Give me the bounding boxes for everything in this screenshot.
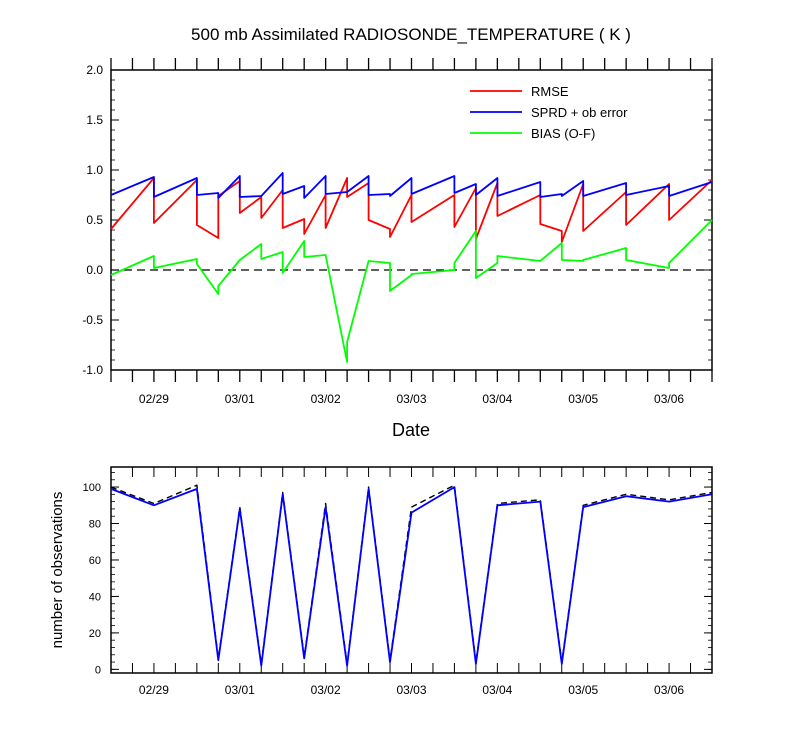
bottom-x-tick-label: 02/29 [139, 683, 169, 697]
bottom-x-tick-label: 03/06 [654, 683, 684, 697]
bottom-y-tick-label: 20 [89, 628, 101, 640]
legend-label: SPRD + ob error [531, 105, 628, 120]
bottom-x-tick-label: 03/01 [225, 683, 255, 697]
top-x-axis-label: Date [392, 420, 430, 440]
series-line-bias-o-f [110, 219, 713, 363]
top-y-tick-label: 1.5 [86, 113, 103, 127]
top-y-tick-label: 0.0 [86, 263, 103, 277]
bottom-y-axis-label: number of observations [49, 492, 66, 649]
bottom-x-tick-label: 03/03 [396, 683, 426, 697]
bottom-y-tick-label: 40 [89, 591, 101, 603]
top-x-tick-label: 03/05 [568, 392, 598, 406]
top-x-tick-label: 02/29 [139, 392, 169, 406]
top-y-tick-label: 2.0 [86, 63, 103, 77]
top-x-tick-label: 03/04 [482, 392, 512, 406]
bottom-x-tick-label: 03/02 [311, 683, 341, 697]
legend-label: RMSE [531, 84, 569, 99]
top-x-tick-label: 03/02 [311, 392, 341, 406]
obs-line-assimilated [110, 486, 713, 667]
top-y-tick-label: 1.0 [86, 163, 103, 177]
bottom-y-tick-label: 100 [83, 482, 101, 494]
top-y-tick-label: 0.5 [86, 213, 103, 227]
top-y-tick-label: -1.0 [82, 363, 103, 377]
series-line-rmse [110, 177, 713, 243]
top-y-tick-label: -0.5 [82, 313, 103, 327]
top-x-tick-label: 03/01 [225, 392, 255, 406]
bottom-y-tick-label: 0 [95, 664, 101, 676]
chart-title: 500 mb Assimilated RADIOSONDE_TEMPERATUR… [191, 25, 631, 44]
bottom-y-tick-label: 60 [89, 555, 101, 567]
series-line-sprd-ob-error [110, 172, 713, 199]
top-x-tick-label: 03/03 [396, 392, 426, 406]
legend-label: BIAS (O-F) [531, 126, 595, 141]
bottom-y-tick-label: 80 [89, 519, 101, 531]
bottom-x-tick-label: 03/05 [568, 683, 598, 697]
bottom-x-tick-label: 03/04 [482, 683, 512, 697]
top-x-tick-label: 03/06 [654, 392, 684, 406]
